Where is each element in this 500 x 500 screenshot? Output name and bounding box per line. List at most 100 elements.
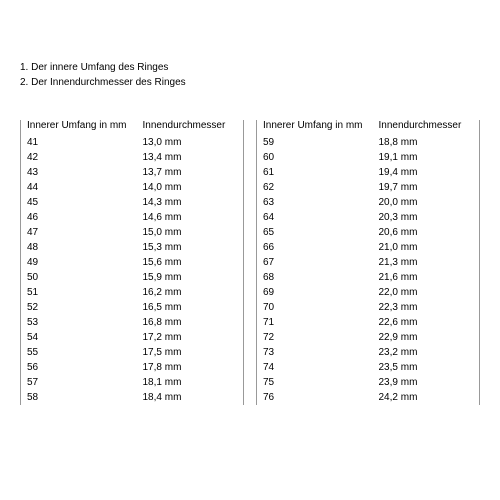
cell-durchmesser: 13,4 mm — [143, 150, 238, 165]
table-row: 4213,4 mm — [27, 150, 237, 165]
table-row: 6520,6 mm — [263, 225, 473, 240]
cell-umfang: 67 — [263, 255, 379, 270]
cell-umfang: 46 — [27, 210, 143, 225]
table-row: 5417,2 mm — [27, 330, 237, 345]
cell-durchmesser: 20,3 mm — [379, 210, 474, 225]
cell-umfang: 57 — [27, 375, 143, 390]
cell-umfang: 49 — [27, 255, 143, 270]
table-row: 6320,0 mm — [263, 195, 473, 210]
cell-durchmesser: 15,0 mm — [143, 225, 238, 240]
cell-durchmesser: 23,2 mm — [379, 345, 474, 360]
intro-line-1: 1. Der innere Umfang des Ringes — [20, 60, 480, 75]
cell-umfang: 69 — [263, 285, 379, 300]
cell-umfang: 58 — [27, 390, 143, 405]
table-row: 4113,0 mm — [27, 135, 237, 150]
cell-durchmesser: 23,9 mm — [379, 375, 474, 390]
cell-umfang: 73 — [263, 345, 379, 360]
table-2: Innerer Umfang in mm Innendurchmesser 59… — [256, 120, 480, 405]
cell-durchmesser: 18,4 mm — [143, 390, 238, 405]
cell-umfang: 63 — [263, 195, 379, 210]
cell-umfang: 54 — [27, 330, 143, 345]
cell-durchmesser: 15,3 mm — [143, 240, 238, 255]
cell-durchmesser: 13,7 mm — [143, 165, 238, 180]
header-umfang: Innerer Umfang in mm — [27, 120, 143, 131]
cell-durchmesser: 22,9 mm — [379, 330, 474, 345]
table-row: 4715,0 mm — [27, 225, 237, 240]
table-1: Innerer Umfang in mm Innendurchmesser 41… — [20, 120, 244, 405]
cell-durchmesser: 16,2 mm — [143, 285, 238, 300]
table-row: 7323,2 mm — [263, 345, 473, 360]
table-row: 5718,1 mm — [27, 375, 237, 390]
cell-umfang: 75 — [263, 375, 379, 390]
cell-durchmesser: 21,6 mm — [379, 270, 474, 285]
cell-umfang: 50 — [27, 270, 143, 285]
intro-text: 1. Der innere Umfang des Ringes 2. Der I… — [20, 60, 480, 90]
table-row: 6821,6 mm — [263, 270, 473, 285]
table-row: 5517,5 mm — [27, 345, 237, 360]
table-1-body: 4113,0 mm4213,4 mm4313,7 mm4414,0 mm4514… — [27, 135, 237, 405]
table-row: 4514,3 mm — [27, 195, 237, 210]
cell-durchmesser: 17,8 mm — [143, 360, 238, 375]
table-row: 5216,5 mm — [27, 300, 237, 315]
cell-durchmesser: 22,0 mm — [379, 285, 474, 300]
cell-umfang: 48 — [27, 240, 143, 255]
table-row: 4614,6 mm — [27, 210, 237, 225]
cell-umfang: 72 — [263, 330, 379, 345]
header-umfang: Innerer Umfang in mm — [263, 120, 379, 131]
cell-umfang: 71 — [263, 315, 379, 330]
cell-durchmesser: 19,4 mm — [379, 165, 474, 180]
header-durchmesser: Innendurchmesser — [143, 120, 238, 131]
cell-durchmesser: 14,6 mm — [143, 210, 238, 225]
table-2-body: 5918,8 mm6019,1 mm6119,4 mm6219,7 mm6320… — [263, 135, 473, 405]
table-row: 4414,0 mm — [27, 180, 237, 195]
cell-umfang: 53 — [27, 315, 143, 330]
cell-durchmesser: 14,3 mm — [143, 195, 238, 210]
table-row: 5617,8 mm — [27, 360, 237, 375]
table-2-header: Innerer Umfang in mm Innendurchmesser — [263, 120, 473, 131]
cell-umfang: 56 — [27, 360, 143, 375]
cell-durchmesser: 22,3 mm — [379, 300, 474, 315]
cell-umfang: 68 — [263, 270, 379, 285]
table-row: 7222,9 mm — [263, 330, 473, 345]
table-row: 7624,2 mm — [263, 390, 473, 405]
table-row: 5316,8 mm — [27, 315, 237, 330]
table-row: 6219,7 mm — [263, 180, 473, 195]
cell-umfang: 55 — [27, 345, 143, 360]
header-durchmesser: Innendurchmesser — [379, 120, 474, 131]
table-row: 7423,5 mm — [263, 360, 473, 375]
cell-durchmesser: 15,9 mm — [143, 270, 238, 285]
cell-umfang: 62 — [263, 180, 379, 195]
cell-umfang: 61 — [263, 165, 379, 180]
table-row: 6922,0 mm — [263, 285, 473, 300]
cell-umfang: 66 — [263, 240, 379, 255]
cell-umfang: 51 — [27, 285, 143, 300]
table-row: 6420,3 mm — [263, 210, 473, 225]
table-row: 5116,2 mm — [27, 285, 237, 300]
cell-durchmesser: 21,0 mm — [379, 240, 474, 255]
cell-umfang: 47 — [27, 225, 143, 240]
table-row: 6621,0 mm — [263, 240, 473, 255]
cell-durchmesser: 18,8 mm — [379, 135, 474, 150]
cell-durchmesser: 24,2 mm — [379, 390, 474, 405]
cell-umfang: 64 — [263, 210, 379, 225]
cell-durchmesser: 19,7 mm — [379, 180, 474, 195]
cell-durchmesser: 15,6 mm — [143, 255, 238, 270]
cell-durchmesser: 14,0 mm — [143, 180, 238, 195]
cell-durchmesser: 20,0 mm — [379, 195, 474, 210]
table-row: 5818,4 mm — [27, 390, 237, 405]
table-row: 4815,3 mm — [27, 240, 237, 255]
cell-durchmesser: 19,1 mm — [379, 150, 474, 165]
cell-umfang: 60 — [263, 150, 379, 165]
table-1-header: Innerer Umfang in mm Innendurchmesser — [27, 120, 237, 131]
cell-umfang: 42 — [27, 150, 143, 165]
table-row: 6721,3 mm — [263, 255, 473, 270]
intro-line-2: 2. Der Innendurchmesser des Ringes — [20, 75, 480, 90]
cell-umfang: 74 — [263, 360, 379, 375]
cell-umfang: 65 — [263, 225, 379, 240]
table-row: 5918,8 mm — [263, 135, 473, 150]
cell-durchmesser: 13,0 mm — [143, 135, 238, 150]
table-row: 4915,6 mm — [27, 255, 237, 270]
cell-umfang: 70 — [263, 300, 379, 315]
table-row: 7022,3 mm — [263, 300, 473, 315]
cell-durchmesser: 20,6 mm — [379, 225, 474, 240]
